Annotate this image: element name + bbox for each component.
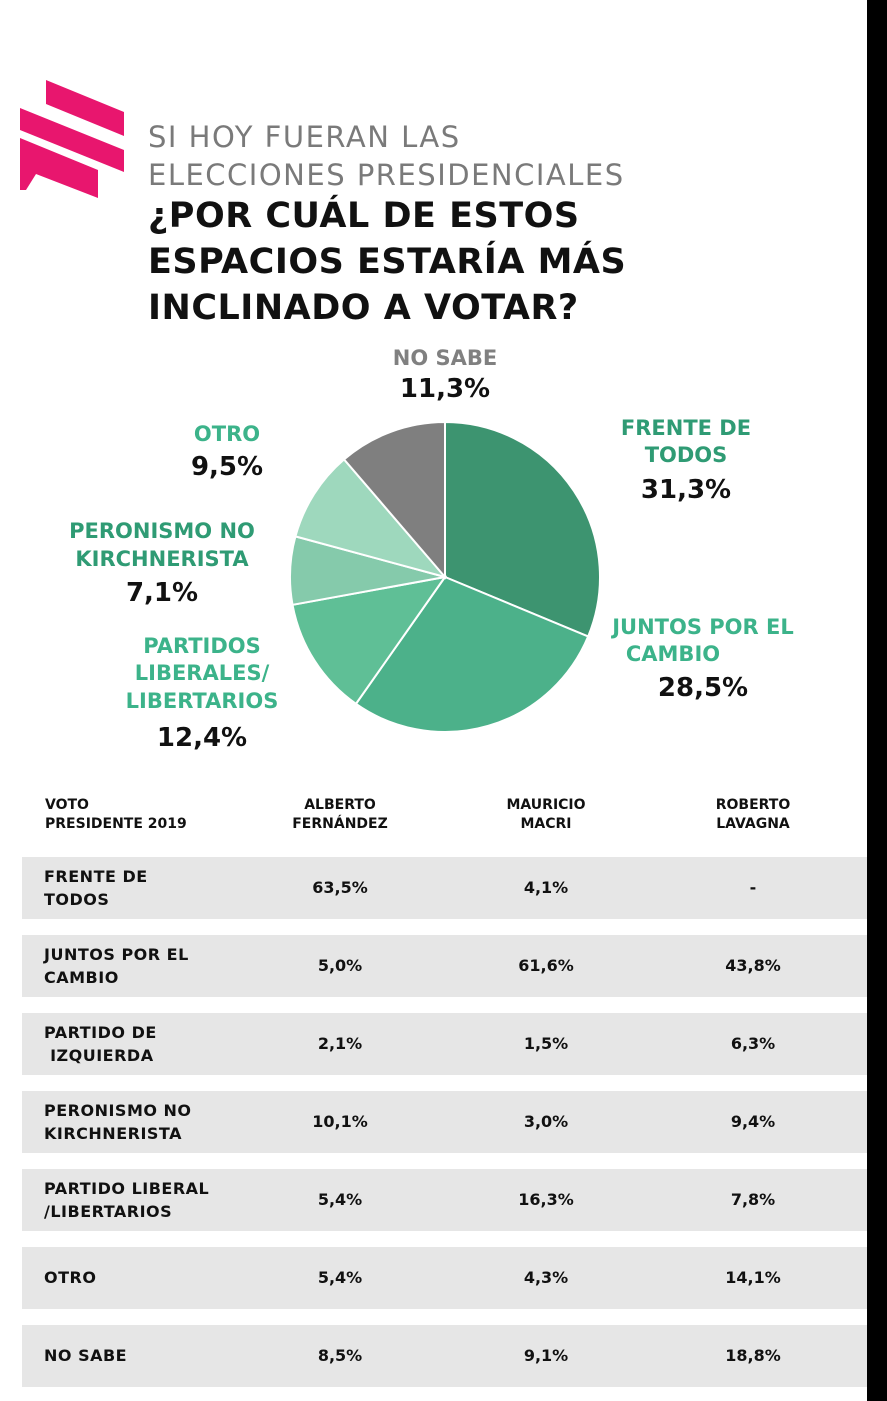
slice-label-peronismo-1: PERONISMO NO [69,519,255,543]
pie-slice-2 [291,575,448,706]
slice-label-peronismo-2: KIRCHNERISTA [75,547,249,571]
slice-pct-liberales: 12,4% [156,723,248,753]
table-cell: 9,4% [730,1112,776,1131]
row-label: PARTIDO LIBERAL/LIBERTARIOS [44,1177,209,1223]
brand-logo-icon [20,80,124,198]
row-label-line-1: PARTIDO LIBERAL [44,1179,210,1198]
table-cell: 1,5% [523,1034,569,1053]
slice-label-liberales-3: LIBERTARIOS [125,689,279,713]
row-label: PERONISMO NO KIRCHNERISTA [44,1099,192,1145]
row-label-line-1: OTRO [44,1268,97,1287]
slice-pct-otro: 9,5% [190,452,264,482]
slice-label-frente-2: TODOS [644,443,728,467]
pie-slice-0 [444,420,601,638]
slice-label-otro: OTRO [193,422,261,446]
table-header-lavagna-line-1: ROBERTO [715,797,791,813]
table-cell: 6,3% [730,1034,776,1053]
pie-slice-5 [342,420,446,580]
table-cell: 2,1% [317,1034,363,1053]
row-label-line-2: KIRCHNERISTA [44,1124,182,1143]
slice-label-no-sabe: NO SABE [392,346,498,370]
table-header-fernandez-line-1: ALBERTO [304,797,376,813]
table-row: PARTIDO DE IZQUIERDA 2,1% 1,5% 6,3% [22,1013,867,1075]
table-cell: 5,4% [317,1190,363,1209]
slice-label-liberales-1: PARTIDOS [143,634,261,658]
table-cell: 61,6% [518,956,574,975]
pie-slice-1 [354,575,590,733]
row-label-line-2: CAMBIO [44,968,119,987]
table-header-voto: VOTO PRESIDENTE 2019 [45,796,187,834]
table-header-fernandez: ALBERTO FERNÁNDEZ [280,796,400,834]
table-cell: 5,4% [317,1268,363,1287]
slice-label-juntos-2: CAMBIO [625,642,721,666]
table-header-macri-line-1: MAURICIO [506,797,586,813]
table-row: NO SABE 8,5% 9,1% 18,8% [22,1325,867,1387]
table-row: JUNTOS POR EL CAMBIO 5,0% 61,6% 43,8% [22,935,867,997]
table-cell: - [749,878,757,897]
table-header-voto-line-1: VOTO [45,797,89,813]
row-label-line-1: FRENTE DE [44,867,148,886]
table-header-lavagna-line-2: LAVAGNA [716,816,790,832]
table-header-fernandez-line-2: FERNÁNDEZ [292,816,388,832]
pie-slice-4 [294,457,448,579]
table-header-macri: MAURICIO MACRI [486,796,606,834]
table-cell: 9,1% [523,1346,569,1365]
subtitle-line-2: ELECCIONES PRESIDENCIALES [148,158,625,192]
table-header-voto-line-2: PRESIDENTE 2019 [45,816,187,832]
row-label-line-2: TODOS [44,890,110,909]
table-cell: 16,3% [518,1190,574,1209]
question-line-1: ¿POR CUÁL DE ESTOS [148,196,580,236]
slice-pct-peronismo: 7,1% [125,578,199,608]
table-header-lavagna: ROBERTO LAVAGNA [693,796,813,834]
table-cell: 10,1% [312,1112,368,1131]
table-cell: 3,0% [523,1112,569,1131]
table-cell: 63,5% [312,878,368,897]
row-label: OTRO [44,1266,96,1289]
table-cell: 4,3% [523,1268,569,1287]
row-label-line-1: JUNTOS POR EL [44,945,189,964]
table-row: FRENTE DE TODOS 63,5% 4,1% - [22,857,867,919]
table-row: PARTIDO LIBERAL/LIBERTARIOS 5,4% 16,3% 7,8% [22,1169,867,1231]
table-cell: 4,1% [523,878,569,897]
table-cell: 7,8% [730,1190,776,1209]
row-label: JUNTOS POR EL CAMBIO [44,943,189,989]
row-label: PARTIDO DE IZQUIERDA [44,1021,157,1067]
question-line-2: ESPACIOS ESTARÍA MÁS [148,242,627,282]
slice-label-frente-1: FRENTE DE [620,416,752,440]
table-header-macri-line-2: MACRI [520,816,572,832]
slice-label-liberales-2: LIBERALES/ [134,661,270,685]
subtitle-line-1: SI HOY FUERAN LAS [148,120,461,154]
slice-label-juntos-1: JUNTOS POR EL [612,615,794,639]
slice-pct-frente: 31,3% [640,475,732,505]
row-label-line-2: IZQUIERDA [44,1046,154,1065]
row-label-line-1: PERONISMO NO [44,1101,192,1120]
table-cell: 43,8% [725,956,781,975]
infographic-card: SI HOY FUERAN LAS ELECCIONES PRESIDENCIA… [0,0,867,1401]
row-label-line-1: NO SABE [44,1346,128,1365]
row-label-line-2: /LIBERTARIOS [44,1202,173,1221]
slice-pct-juntos: 28,5% [657,673,749,703]
table-cell: 5,0% [317,956,363,975]
table-cell: 8,5% [317,1346,363,1365]
slice-pct-no-sabe: 11,3% [399,374,491,404]
row-label: NO SABE [44,1344,127,1367]
row-label: FRENTE DE TODOS [44,865,148,911]
table-row: OTRO 5,4% 4,3% 14,1% [22,1247,867,1309]
table-row: PERONISMO NO KIRCHNERISTA 10,1% 3,0% 9,4% [22,1091,867,1153]
table-cell: 14,1% [725,1268,781,1287]
question-line-3: INCLINADO A VOTAR? [148,288,579,328]
pie-chart [289,420,601,733]
table-cell: 18,8% [725,1346,781,1365]
row-label-line-1: PARTIDO DE [44,1023,157,1042]
